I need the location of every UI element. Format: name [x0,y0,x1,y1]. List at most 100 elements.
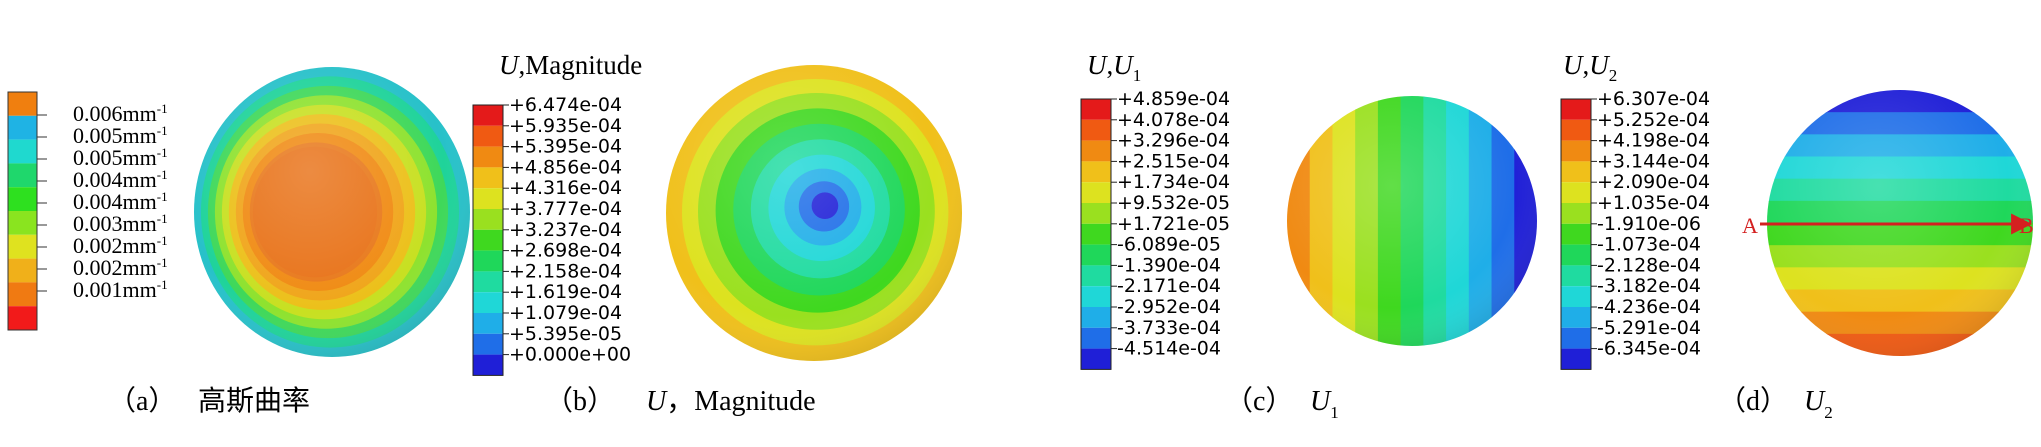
title-b-rest: ,Magnitude [519,50,643,80]
caption-b-label: （b） [545,385,615,417]
path-label-b: B [2019,213,2034,238]
legend-a-label: 0.002mm-1 [73,233,168,258]
legend-swatch [1561,99,1591,120]
legend-label: +2.158e-04 [509,260,622,282]
panel-a: 0.006mm-10.005mm-10.005mm-10.004mm-10.00… [7,67,470,417]
legend-label: -2.952e-04 [1117,296,1221,318]
legend-swatch [473,354,503,376]
legend-label: +4.316e-04 [509,177,622,199]
legend-label: -1.910e-06 [1597,213,1701,235]
legend-label: -4.514e-04 [1117,338,1221,360]
legend-label: +2.698e-04 [509,240,622,262]
legend-label: +3.237e-04 [509,219,622,241]
legend-label: +4.198e-04 [1597,130,1710,152]
title-d-sub: 2 [1609,66,1618,85]
legend-swatch [1561,286,1591,307]
legend-swatch [473,313,503,334]
legend-a-label: 0.002mm-1 [73,255,168,280]
title-b-var: U [499,50,520,80]
caption-b-rest: ，Magnitude [666,386,815,417]
legend-a-label: 0.006mm-1 [73,101,168,126]
legend-a-swatch [8,306,37,330]
legend-a-swatch [8,234,37,259]
legend-label: -4.236e-04 [1597,296,1701,318]
sphere-a-shade [194,67,470,357]
caption-b-title: U，Magnitude [646,386,816,417]
legend-swatch [1561,244,1591,266]
sphere-c [1287,96,1537,346]
legend-swatch [1561,119,1591,141]
legend-swatch [473,105,503,126]
legend-label: +2.515e-04 [1117,150,1230,172]
legend-swatch [1081,223,1111,245]
legend-label: +5.252e-04 [1597,109,1710,131]
legend-label: +2.090e-04 [1597,171,1710,193]
panel-c: U,U1 +4.859e-04+4.078e-04+3.296e-04+2.51… [1080,50,1537,422]
legend-swatch [473,250,503,272]
legend-swatch [1081,119,1111,141]
legend-label: -6.089e-05 [1117,234,1221,256]
title-b: U,Magnitude [499,50,642,80]
legend-a-swatch [8,92,37,116]
legend-label: -3.182e-04 [1597,275,1701,297]
legend-swatch [1561,348,1591,370]
legend-label: +6.307e-04 [1597,88,1710,110]
legend-frame [1560,98,1592,370]
panel-b: U,Magnitude +6.474e-04+5.935e-04+5.395e-… [472,50,962,417]
legend-d: +6.307e-04+5.252e-04+4.198e-04+3.144e-04… [1560,88,1710,370]
legend-swatch [1081,203,1111,224]
legend-label: +4.078e-04 [1117,109,1230,131]
legend-swatch [1561,161,1591,183]
legend-label: -5.291e-04 [1597,317,1701,339]
caption-a-text: 高斯曲率 [198,385,310,417]
legend-swatch [1561,265,1591,287]
legend-swatch [1081,161,1111,183]
legend-swatch [1081,244,1111,266]
title-d: U,U2 [1563,50,1617,85]
legend-label: -1.073e-04 [1597,234,1701,256]
sphere-b-shade [666,65,962,361]
legend-a-swatch [8,163,37,188]
legend-label: -2.128e-04 [1597,254,1701,276]
legend-label: +0.000e+00 [509,344,631,366]
title-d-var: U [1563,50,1584,80]
legend-c: +4.859e-04+4.078e-04+3.296e-04+2.515e-04… [1080,88,1230,370]
legend-a-swatch [8,258,37,283]
legend-label: +5.395e-04 [509,136,622,158]
legend-a-label: 0.001mm-1 [73,277,168,302]
legend-label: +3.296e-04 [1117,130,1230,152]
legend-label: +1.079e-04 [509,302,622,324]
legend-a-swatch [8,187,37,211]
legend-label: +5.395e-05 [509,323,622,345]
legend-swatch [473,271,503,293]
legend-label: +3.777e-04 [509,198,622,220]
legend-a-label: 0.004mm-1 [73,167,168,192]
sphere-a [194,67,470,357]
legend-swatch [1081,265,1111,287]
legend-label: +4.859e-04 [1117,88,1230,110]
caption-c-title: U1 [1310,386,1339,422]
legend-swatch [473,292,503,313]
legend-frame [472,104,504,376]
path-label-a: A [1742,213,1758,238]
legend-label: +1.734e-04 [1117,171,1230,193]
legend-swatch [1081,140,1111,162]
caption-d-sub: 2 [1824,403,1833,422]
legend-label: -1.390e-04 [1117,254,1221,276]
caption-a-label: （a） [108,385,176,417]
legend-b: +6.474e-04+5.935e-04+5.395e-04+4.856e-04… [472,94,631,376]
legend-a-label: 0.004mm-1 [73,189,168,214]
caption-d-label: （d） [1718,385,1788,417]
caption-b-var: U [646,386,668,417]
caption-c-sub: 1 [1330,403,1339,422]
caption-c-label: （c） [1225,385,1293,417]
legend-swatch [1561,182,1591,203]
legend-a-swatch [8,211,37,235]
legend-swatch [473,188,503,209]
caption-c-var: U [1310,386,1332,417]
legend-swatch [473,125,503,147]
sphere-b [666,65,962,361]
legend-a-swatch [8,115,37,140]
